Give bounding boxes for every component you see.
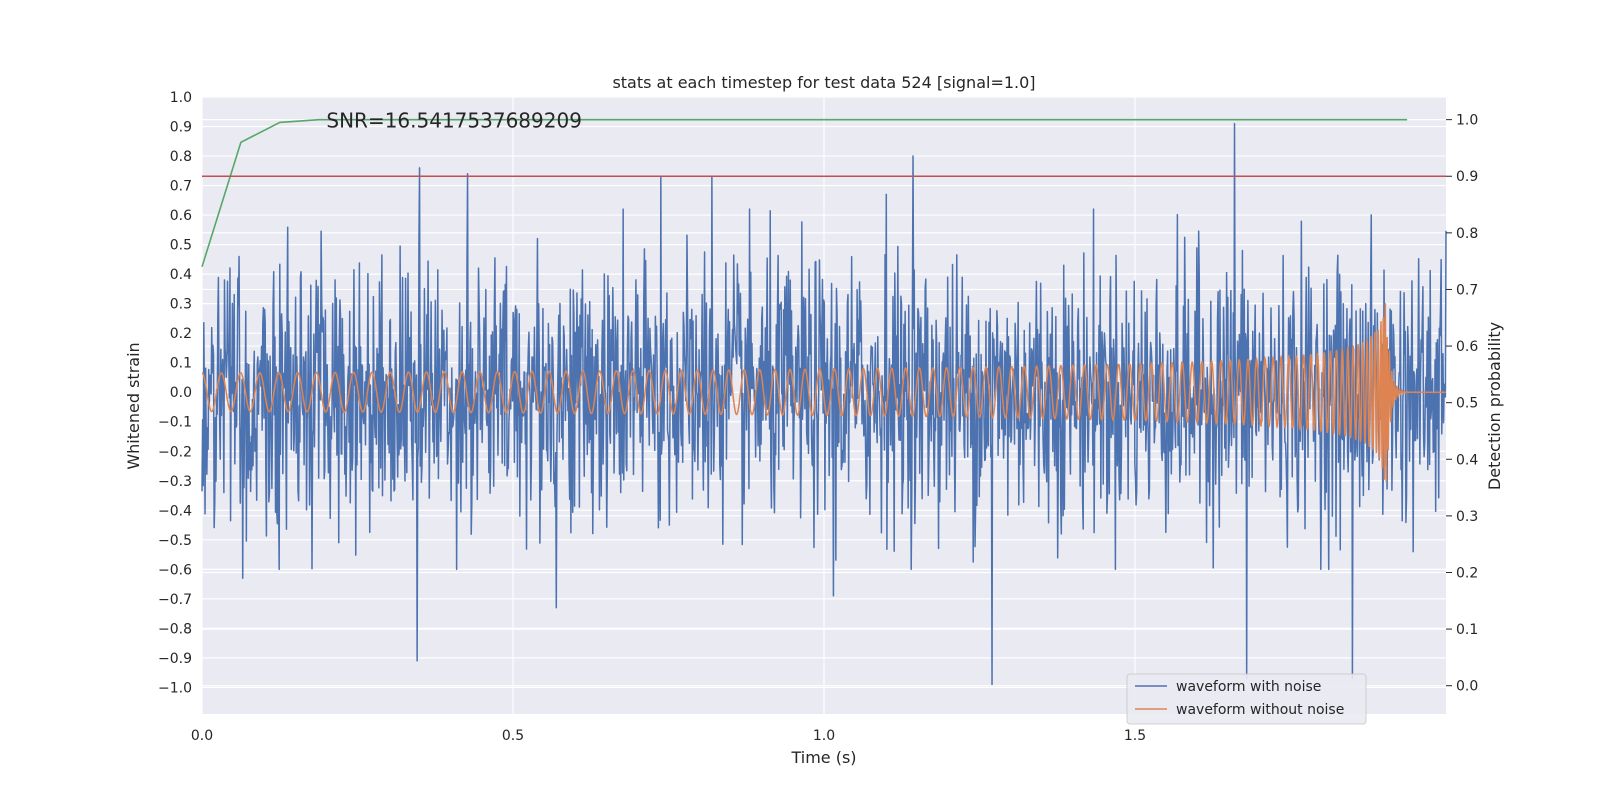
legend-label-clean: waveform without noise	[1176, 702, 1344, 718]
right-tick-label: 0.6	[1456, 339, 1478, 355]
right-axis-label: Detection probability	[1485, 322, 1504, 490]
series-waveform-without-noise	[201, 303, 1446, 482]
x-tick-label: 1.0	[813, 728, 835, 744]
right-tick-label: 0.8	[1456, 226, 1478, 242]
right-tick-label: 0.1	[1456, 622, 1478, 638]
x-tick-label: 1.5	[1124, 728, 1146, 744]
left-tick-label: 0.2	[170, 326, 192, 342]
left-tick-label: −0.7	[158, 592, 192, 608]
x-tick-label: 0.0	[191, 728, 213, 744]
left-tick-label: −0.4	[158, 503, 192, 519]
right-tick-label: 0.5	[1456, 396, 1478, 412]
right-tick-label: 0.4	[1456, 452, 1478, 468]
legend: waveform with noise waveform without noi…	[1126, 673, 1367, 725]
right-tick-label: 0.0	[1456, 679, 1478, 695]
left-tick-label: 0.9	[170, 120, 192, 136]
x-axis-label: Time (s)	[790, 748, 856, 767]
left-tick-label: −0.3	[158, 474, 192, 490]
left-tick-label: −0.5	[158, 533, 192, 549]
snr-annotation: SNR=16.5417537689209	[326, 109, 582, 133]
x-axis-ticks: 0.0 0.5 1.0 1.5	[191, 728, 1146, 744]
legend-box	[1126, 673, 1367, 725]
left-tick-label: 0.7	[170, 179, 192, 195]
series-detection-probability	[201, 118, 1408, 268]
x-tick-label: 0.5	[502, 728, 524, 744]
left-tick-label: 0.6	[170, 208, 192, 224]
left-tick-label: 0.5	[170, 238, 192, 254]
left-axis-label: Whitened strain	[124, 342, 143, 469]
right-axis-ticks: 1.0 0.9 0.8 0.7 0.6 0.5 0.4 0.3 0.2 0.1 0.0	[1446, 113, 1478, 695]
left-tick-label: −0.8	[158, 621, 192, 637]
left-tick-label: −0.6	[158, 562, 192, 578]
series-layer	[201, 118, 1447, 686]
left-axis-ticks: 1.0 0.9 0.8 0.7 0.6 0.5 0.4 0.3 0.2 0.1 0.0 −0.1 −0.…	[158, 90, 192, 696]
right-tick-label: 0.3	[1456, 509, 1478, 525]
left-tick-label: −1.0	[158, 680, 192, 696]
left-tick-label: 1.0	[170, 90, 192, 106]
left-tick-label: 0.8	[170, 149, 192, 165]
right-tick-label: 0.9	[1456, 169, 1478, 185]
left-tick-label: 0.0	[170, 385, 192, 401]
left-tick-label: −0.1	[158, 415, 192, 431]
left-tick-label: 0.3	[170, 297, 192, 313]
legend-label-noise: waveform with noise	[1176, 679, 1321, 695]
left-tick-label: 0.1	[170, 356, 192, 372]
left-tick-label: −0.9	[158, 651, 192, 667]
left-tick-label: −0.2	[158, 444, 192, 460]
right-tick-label: 0.7	[1456, 282, 1478, 298]
chart-title: stats at each timestep for test data 524…	[612, 73, 1035, 92]
series-waveform-with-noise	[201, 122, 1447, 686]
right-tick-label: 0.2	[1456, 565, 1478, 581]
left-tick-label: 0.4	[170, 267, 192, 283]
right-tick-label: 1.0	[1456, 113, 1478, 129]
